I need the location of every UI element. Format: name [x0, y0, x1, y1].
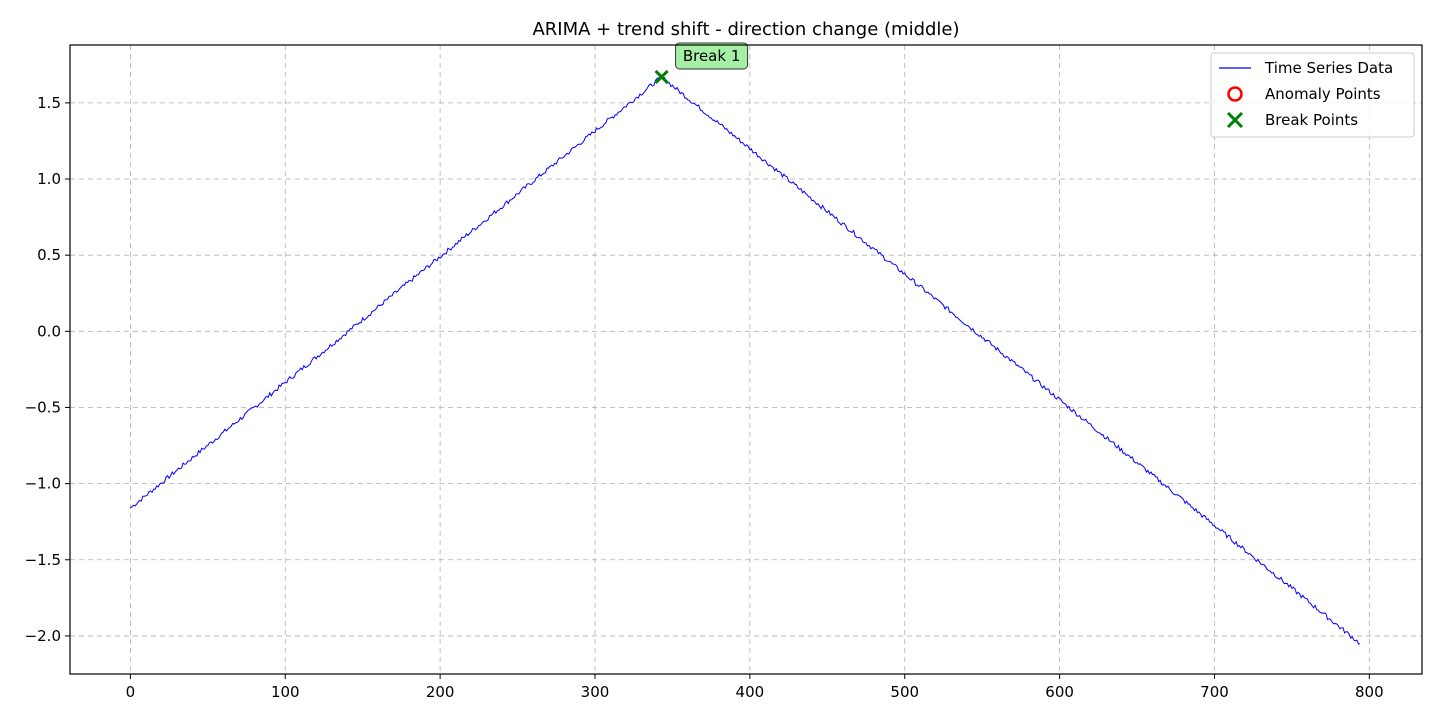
- x-tick-label: 400: [736, 683, 765, 701]
- y-tick-label: −1.0: [25, 475, 61, 493]
- axis-ticks: 0 100 200 300 400 500 600 700 800 −2.0 −1.5 −1.0 −0.…: [25, 94, 1384, 701]
- x-tick-label: 200: [426, 683, 455, 701]
- x-tick-label: 300: [581, 683, 610, 701]
- x-tick-label: 100: [271, 683, 300, 701]
- legend: Time Series Data Anomaly Points Break Poin…: [1210, 52, 1415, 138]
- break-label-box: [675, 42, 749, 70]
- legend-label-anomaly-points: Anomaly Points: [1265, 85, 1381, 103]
- y-tick-label: −0.5: [25, 398, 61, 416]
- x-tick-label: 700: [1200, 683, 1229, 701]
- y-tick-label: −1.5: [25, 551, 61, 569]
- x-tick-label: 500: [890, 683, 919, 701]
- y-tick-label: 0.5: [37, 246, 61, 264]
- break-points-layer: Break 1: [654, 42, 749, 85]
- break-point-marker: [654, 69, 669, 85]
- x-tick-label: 800: [1355, 683, 1384, 701]
- series-line-time-series-data: [130, 76, 1361, 645]
- legend-box: [1210, 52, 1415, 138]
- legend-swatch-break-points: [1226, 111, 1244, 129]
- break-label-text: Break 1: [683, 47, 741, 65]
- y-tick-label: 0.0: [37, 322, 61, 340]
- legend-swatch-anomaly-points: [1227, 86, 1243, 102]
- x-tick-label: 0: [126, 683, 136, 701]
- x-tick-label: 600: [1045, 683, 1074, 701]
- series-layer: [130, 76, 1361, 645]
- legend-label-break-points: Break Points: [1265, 111, 1358, 129]
- y-tick-label: 1.5: [37, 94, 61, 112]
- grid: [70, 45, 1422, 674]
- legend-label-time-series-data: Time Series Data: [1264, 59, 1393, 77]
- chart-title: ARIMA + trend shift - direction change (…: [532, 19, 959, 40]
- plot-frame: [69, 44, 1423, 675]
- y-tick-label: 1.0: [37, 170, 61, 188]
- y-tick-label: −2.0: [25, 627, 61, 645]
